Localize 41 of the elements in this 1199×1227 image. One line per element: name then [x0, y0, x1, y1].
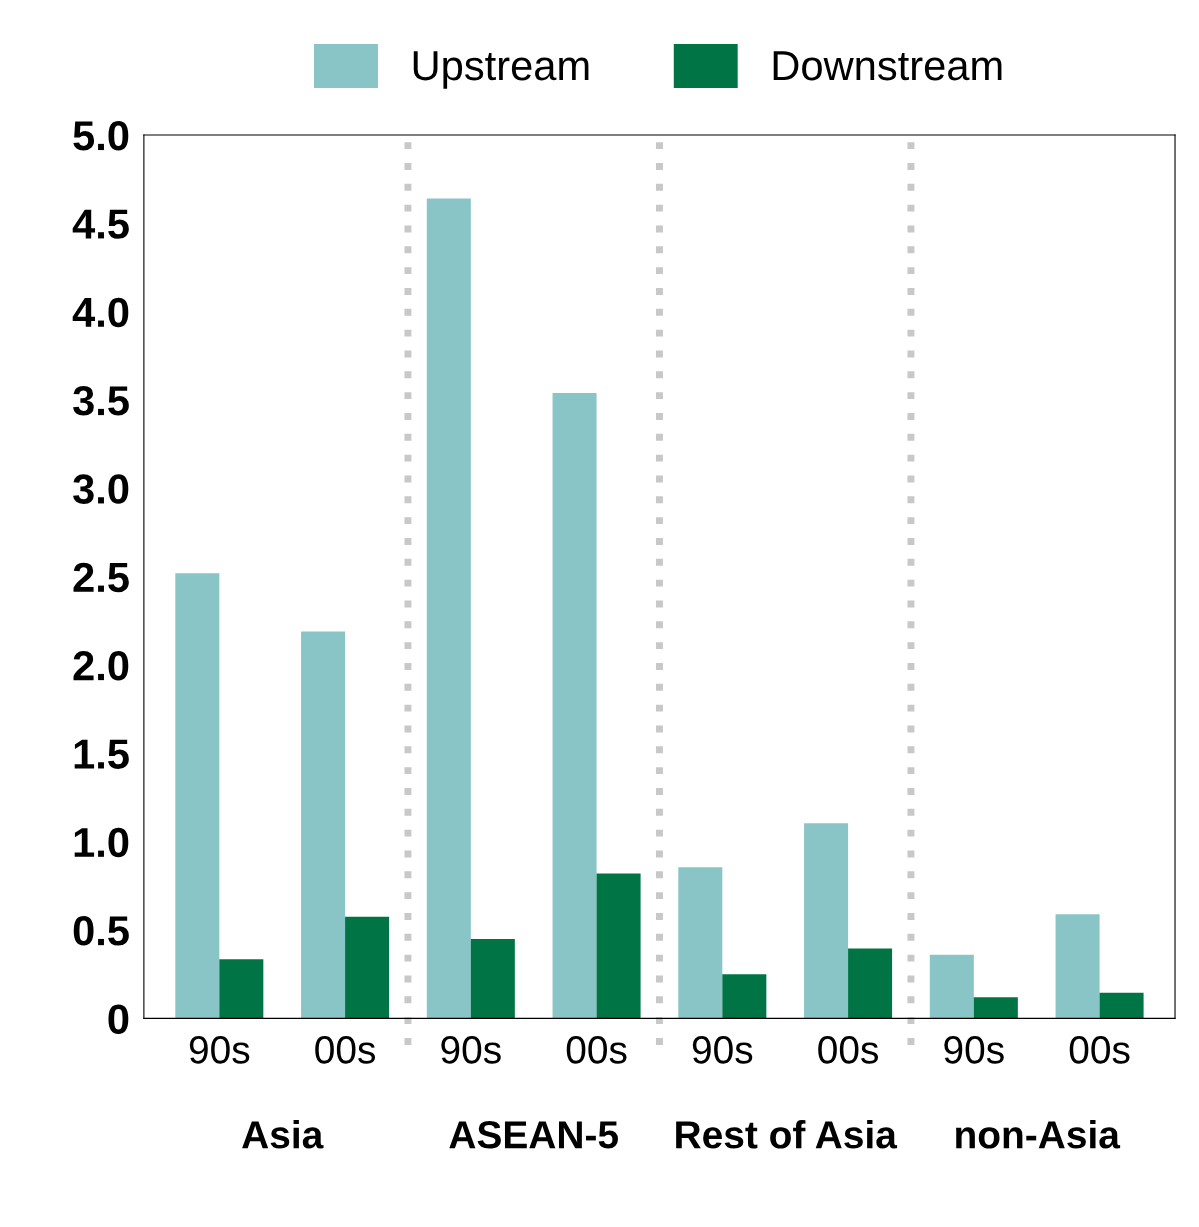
- bar: [1099, 992, 1144, 1019]
- text: Rest of Asia: [676, 1120, 898, 1149]
- y-tick-label: 2.0: [73, 651, 129, 681]
- y-tick-label: 3.5: [73, 386, 129, 416]
- bar: [552, 392, 597, 1019]
- x-tick-label: 90s: [944, 1036, 1004, 1064]
- bar: [804, 823, 849, 1019]
- x-tick-label: 00s: [1069, 1036, 1130, 1064]
- bar: [175, 573, 220, 1019]
- legend-label: Upstream: [413, 51, 589, 89]
- bar: [301, 631, 346, 1019]
- x-tick-label: 90s: [189, 1036, 250, 1064]
- y-tick-label: 3.0: [73, 474, 129, 504]
- text: non-Asia: [956, 1120, 1121, 1149]
- bar: [219, 959, 264, 1019]
- bar: [678, 867, 723, 1019]
- y-tick-label: 4.5: [72, 209, 129, 239]
- y-tick-label: 4.0: [72, 297, 129, 328]
- bar: [596, 873, 641, 1019]
- x-tick-label: 90s: [441, 1036, 501, 1064]
- bar: [1055, 914, 1100, 1019]
- bar: [848, 948, 893, 1019]
- y-tick-label: 5.0: [73, 120, 129, 151]
- x-tick-label: 00s: [315, 1036, 376, 1064]
- text: ASEAN-5: [449, 1121, 618, 1149]
- legend-label: Downstream: [773, 51, 1002, 81]
- x-tick-label: 00s: [566, 1036, 627, 1064]
- bar: [929, 954, 974, 1019]
- y-tick-label: 0: [108, 1004, 129, 1034]
- y-tick-label: 0.5: [73, 916, 129, 946]
- bar: [722, 974, 767, 1019]
- x-tick-label: 00s: [818, 1036, 879, 1064]
- y-tick-label: 1.0: [74, 827, 129, 858]
- bar: [470, 938, 515, 1019]
- y-tick-label: 1.5: [74, 739, 129, 769]
- y-tick-label: 2.5: [73, 562, 129, 593]
- bar: [973, 997, 1018, 1019]
- text: Asia: [242, 1120, 324, 1149]
- x-tick-label: 90s: [692, 1036, 753, 1064]
- bar: [345, 916, 390, 1019]
- bar: [426, 198, 471, 1019]
